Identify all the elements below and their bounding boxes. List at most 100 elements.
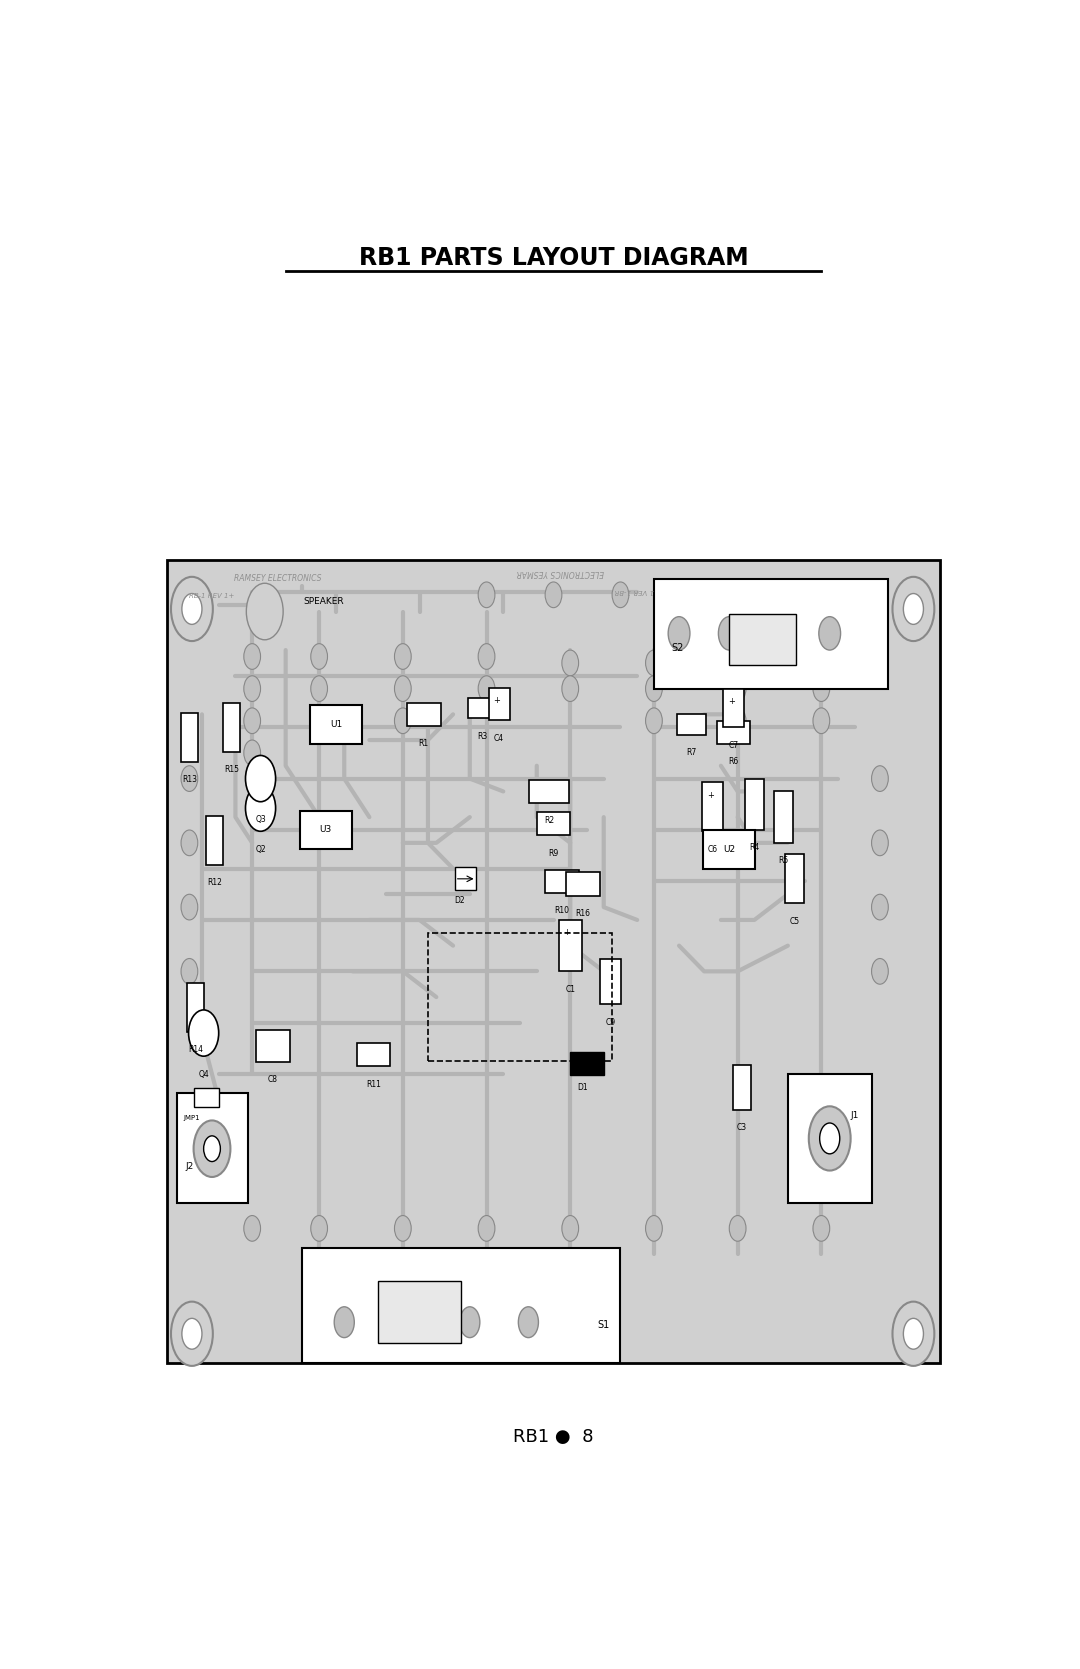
Text: C1: C1 (565, 985, 576, 993)
Circle shape (813, 676, 829, 701)
Bar (193, 1088, 218, 1107)
Text: R10: R10 (554, 906, 569, 916)
Text: R5: R5 (779, 856, 788, 865)
Bar (677, 714, 706, 734)
Circle shape (171, 577, 213, 641)
Bar (529, 779, 569, 803)
Bar (558, 920, 582, 971)
Text: C8: C8 (268, 1075, 279, 1085)
Bar (206, 816, 222, 865)
Circle shape (612, 582, 629, 608)
Circle shape (189, 1010, 218, 1056)
Circle shape (813, 708, 829, 734)
Circle shape (813, 1215, 829, 1242)
Circle shape (181, 1319, 202, 1349)
Bar (570, 1053, 604, 1075)
Bar (378, 1282, 461, 1344)
Circle shape (819, 616, 840, 649)
Text: Q3: Q3 (255, 814, 266, 824)
Circle shape (646, 649, 662, 676)
Text: R7: R7 (687, 748, 697, 758)
Text: D2: D2 (455, 896, 465, 905)
Circle shape (394, 708, 411, 734)
Circle shape (545, 582, 562, 608)
Bar (428, 933, 612, 1061)
Text: RAMSEY ELECTRONICS: RAMSEY ELECTRONICS (233, 574, 321, 582)
Text: C6: C6 (707, 845, 717, 855)
Circle shape (311, 708, 327, 734)
Text: SPEAKER: SPEAKER (303, 598, 343, 606)
Circle shape (872, 895, 889, 920)
Circle shape (518, 1307, 539, 1337)
Text: 1 VER 1-BR: 1 VER 1-BR (615, 587, 653, 594)
Circle shape (729, 1215, 746, 1242)
Bar (785, 855, 804, 903)
Text: C3: C3 (737, 1123, 747, 1132)
Circle shape (246, 582, 283, 639)
Text: ELECTRONICS YESMАR: ELECTRONICS YESMАR (516, 567, 604, 577)
Bar (300, 811, 352, 850)
Bar (222, 703, 240, 751)
Circle shape (401, 1307, 421, 1337)
Bar (788, 1075, 872, 1203)
Bar (177, 1093, 248, 1203)
Circle shape (729, 676, 746, 701)
Circle shape (809, 1107, 851, 1170)
Bar (310, 706, 362, 744)
Bar (356, 1043, 390, 1066)
Text: D1: D1 (578, 1083, 589, 1092)
Circle shape (729, 708, 746, 734)
Bar (600, 960, 621, 1005)
Bar (468, 698, 497, 718)
Circle shape (245, 784, 275, 831)
Text: RB1 PARTS LAYOUT DIAGRAM: RB1 PARTS LAYOUT DIAGRAM (359, 245, 748, 270)
Circle shape (718, 616, 740, 649)
Text: C9: C9 (606, 1018, 616, 1026)
Text: R13: R13 (181, 776, 197, 784)
Circle shape (244, 739, 260, 766)
Bar (729, 614, 796, 666)
Text: J2: J2 (186, 1162, 193, 1172)
Bar (702, 783, 723, 831)
Bar (455, 868, 476, 890)
Circle shape (646, 708, 662, 734)
Bar (166, 561, 941, 1364)
Text: Q2: Q2 (255, 845, 266, 855)
Text: J1: J1 (851, 1112, 859, 1120)
Circle shape (394, 644, 411, 669)
Circle shape (478, 676, 495, 701)
Circle shape (394, 1215, 411, 1242)
Circle shape (193, 1120, 230, 1177)
Circle shape (171, 1302, 213, 1365)
Bar (302, 1248, 620, 1364)
Bar (703, 829, 755, 868)
Circle shape (334, 1307, 354, 1337)
Text: R15: R15 (224, 764, 239, 774)
Circle shape (813, 649, 829, 676)
Text: R4: R4 (750, 843, 759, 853)
Circle shape (729, 649, 746, 676)
Text: R2: R2 (544, 816, 554, 826)
Text: RB-1 REV 1+: RB-1 REV 1+ (189, 592, 234, 599)
Text: C7: C7 (728, 741, 739, 749)
Circle shape (311, 644, 327, 669)
Text: R12: R12 (207, 878, 222, 888)
Circle shape (181, 766, 198, 791)
Text: R1: R1 (419, 739, 429, 748)
Circle shape (244, 708, 260, 734)
Circle shape (892, 1302, 934, 1365)
Bar (545, 870, 579, 893)
Bar (181, 713, 198, 761)
Text: +: + (728, 698, 734, 706)
Text: S2: S2 (671, 643, 684, 653)
Text: +: + (707, 791, 714, 799)
Circle shape (903, 1319, 923, 1349)
Circle shape (478, 644, 495, 669)
Text: JMP1: JMP1 (184, 1115, 200, 1122)
Circle shape (646, 1215, 662, 1242)
Text: U2: U2 (724, 845, 735, 855)
Circle shape (181, 829, 198, 856)
Bar (774, 791, 793, 843)
Bar (187, 983, 204, 1031)
Text: Q4: Q4 (199, 1070, 210, 1078)
